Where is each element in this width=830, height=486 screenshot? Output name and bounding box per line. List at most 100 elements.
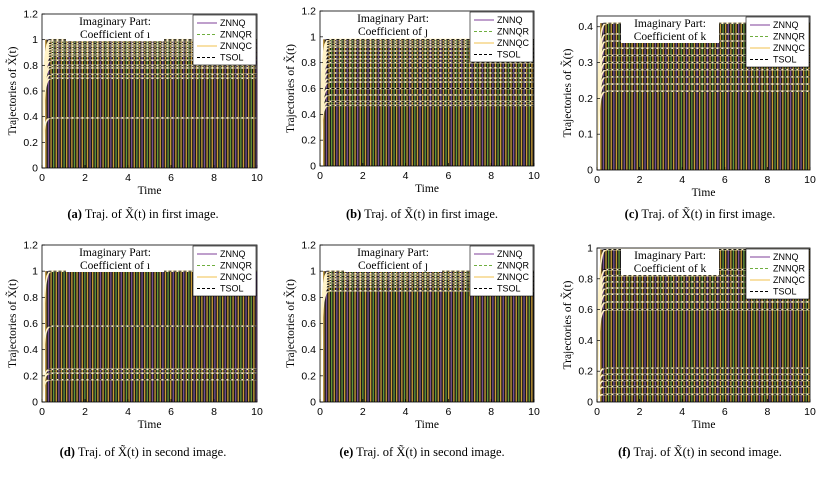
trajectory-stripe [396,39,398,166]
x-tick-label: 2 [637,406,643,418]
trajectory-stripe [782,23,784,170]
trajectory-stripe [419,39,421,166]
trajectory-stripe [776,23,779,170]
trajectory-stripe [531,39,533,166]
trajectory-stripe [216,271,219,402]
trajectory-stripe [709,23,711,170]
trajectory-stripe [701,249,703,402]
trajectory-stripe [149,271,151,402]
y-tick-label: 1.2 [301,6,316,18]
trajectory-stripe [372,39,374,166]
trajectory-stripe [227,271,229,402]
trajectory-stripe [398,271,400,402]
y-tick-label: 0 [310,397,316,409]
trajectory-stripe [255,271,257,402]
trajectory-stripe [390,39,393,166]
panel-title-box: Imaginary Part:Coefficient of ȷ [344,12,442,38]
x-tick-label: 4 [125,406,131,418]
trajectory-stripe [667,249,670,402]
trajectory-stripe [388,39,390,166]
trajectory-stripe [620,23,623,170]
trajectory-stripe [662,249,664,402]
trajectory-stripe [157,271,159,402]
trajectory-stripe [222,39,224,168]
trajectory-stripe [164,39,167,168]
trajectory-stripe [219,271,221,402]
trajectory-stripe [138,271,141,402]
trajectory-stripe [722,249,724,402]
trajectory-stripe [724,249,727,402]
panel-title: Imaginary Part: [634,250,706,262]
panel-caption: (d) Traj. of X̃(t) in second image. [8,445,278,460]
trajectory-stripe [808,249,810,402]
legend-label: ZNNQ [497,249,523,259]
trajectory-stripe [235,39,237,168]
trajectory-stripe [242,39,245,168]
trajectory-stripe [429,39,432,166]
trajectory-stripe [688,23,690,170]
trajectory-stripe [359,271,361,402]
trajectory-stripe [528,39,530,166]
trajectory-stripe [177,39,180,168]
y-tick-label: 0.6 [578,304,593,316]
trajectory-stripe [685,23,688,170]
trajectory-stripe [766,23,768,170]
trajectory-stripe [774,23,776,170]
y-tick-label: 0.8 [301,57,316,69]
trajectory-stripe [641,23,644,170]
trajectory-stripe [390,271,393,402]
trajectory-stripe [185,39,187,168]
trajectory-stripe [71,271,73,402]
y-tick-label: 0.2 [301,370,316,382]
legend-label: TSOL [773,55,797,65]
trajectory-stripe [685,249,688,402]
trajectory-stripe [526,271,528,402]
trajectory-stripe [761,23,763,170]
trajectory-stripe [792,249,794,402]
trajectory-stripe [481,39,484,166]
x-tick-label: 0 [594,406,600,418]
trajectory-stripe [393,39,395,166]
trajectory-stripe [367,39,369,166]
trajectory-stripe [76,39,78,168]
trajectory-stripe [492,39,494,166]
trajectory-stripe [76,271,78,402]
trajectory-stripe [670,23,672,170]
trajectory-stripe [515,39,517,166]
trajectory-stripe [750,249,753,402]
trajectory-stripe [209,39,211,168]
trajectory-stripe [97,39,99,168]
trajectory-stripe [341,39,343,166]
trajectory-stripe [131,271,133,402]
panel-title-box: Imaginary Part:Coefficient of ı [66,246,164,272]
trajectory-stripe [370,271,372,402]
trajectory-stripe [198,39,200,168]
trajectory-stripe [224,271,226,402]
trajectory-stripe [60,271,63,402]
trajectory-stripe [800,249,802,402]
trajectory-stripe [631,23,633,170]
trajectory-stripe [364,39,367,166]
trajectory-stripe [416,271,419,402]
trajectory-stripe [737,23,740,170]
trajectory-stripe [323,271,325,402]
trajectory-stripe [55,271,57,402]
trajectory-stripe [784,249,787,402]
chart-panel-2: 0 2 4 6 8 10 0 0.2 0.4 0.6 0.8 1 1.2 Time Trajectories… [283,6,540,196]
trajectory-stripe [63,271,65,402]
trajectory-stripe [414,271,416,402]
trajectory-stripe [711,23,714,170]
trajectory-stripe [185,271,187,402]
trajectory-stripe [468,271,471,402]
trajectory-stripe [151,271,154,402]
title-background [66,246,164,272]
trajectory-stripe [665,249,667,402]
trajectory-stripe [411,39,413,166]
trajectory-stripe [602,249,605,402]
legend-label: ZNNQC [497,38,529,48]
trajectory-stripe [68,271,70,402]
panel-subtitle: Coefficient of ı [80,29,150,41]
trajectory-stripe [500,39,502,166]
